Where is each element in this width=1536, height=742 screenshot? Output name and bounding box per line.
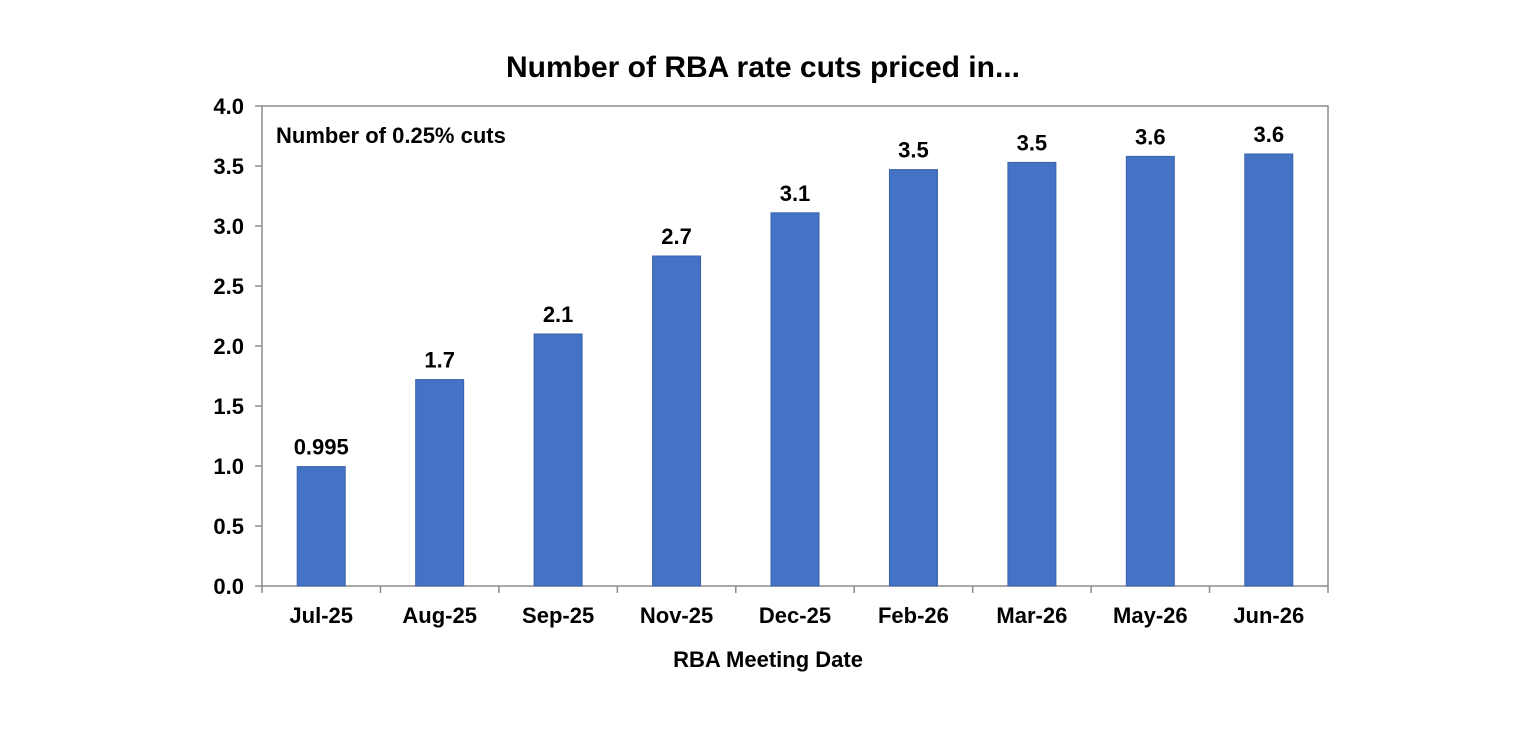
y-tick-label: 4.0 [213,94,244,119]
x-tick-label: Aug-25 [402,603,477,628]
bar [1244,153,1294,587]
x-tick-label: Jun-26 [1233,603,1304,628]
bar [1125,155,1175,587]
bar [652,255,702,587]
bar [533,333,583,587]
bar [1007,161,1057,587]
y-tick-label: 0.0 [213,574,244,599]
y-tick-label: 2.0 [213,334,244,359]
x-tick-label: Jul-25 [289,603,353,628]
y-tick-label: 3.0 [213,214,244,239]
x-axis-title: RBA Meeting Date [673,647,863,672]
x-tick-label: May-26 [1113,603,1188,628]
bar-series [296,153,1294,587]
bar-value-label: 0.995 [294,435,349,460]
x-tick-label: Feb-26 [878,603,949,628]
bar-value-label: 3.6 [1135,124,1166,149]
chart-annotation: Number of 0.25% cuts [276,123,506,148]
bar [296,466,346,587]
bar-value-label: 3.6 [1253,122,1284,147]
y-tick-label: 1.0 [213,454,244,479]
bar-value-label: 1.7 [424,348,455,373]
y-tick-label: 3.5 [213,154,244,179]
bar [415,379,465,587]
bar [888,169,938,587]
bar-value-label: 3.5 [1017,130,1048,155]
x-axis: Jul-25 Aug-25 Sep-25 Nov-25 Dec-25 Feb-26 Mar-… [261,586,1329,628]
bar [770,212,820,587]
y-axis: 0.0 0.5 1.0 1.5 2.0 2.5 3.0 3.5 4.0 [213,94,262,599]
x-tick-label: Sep-25 [522,603,594,628]
bar-value-label: 3.5 [898,138,929,163]
x-tick-label: Dec-25 [759,603,831,628]
bar-value-label: 2.7 [661,224,692,249]
x-tick-label: Mar-26 [996,603,1067,628]
x-tick-label: Nov-25 [640,603,713,628]
y-tick-label: 0.5 [213,514,244,539]
bar-value-label: 3.1 [780,181,811,206]
chart-title: Number of RBA rate cuts priced in... [506,51,1020,84]
y-tick-label: 2.5 [213,274,244,299]
bar-value-label: 2.1 [543,302,574,327]
data-labels: 0.995 1.7 2.1 2.7 3.1 3.5 3.5 3.6 3.6 [294,122,1284,460]
y-tick-label: 1.5 [213,394,244,419]
